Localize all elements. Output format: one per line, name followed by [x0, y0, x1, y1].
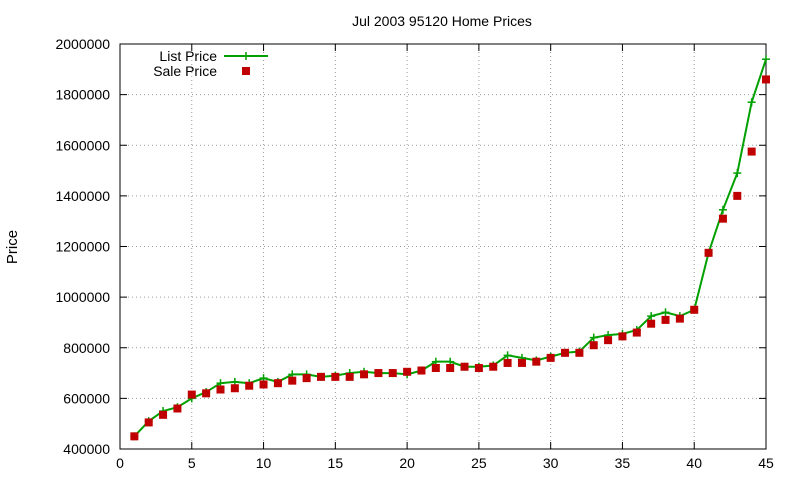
list-price-point — [589, 333, 598, 342]
x-tick-label: 20 — [399, 455, 415, 471]
sale-price-point — [273, 379, 282, 388]
x-tick-label: 45 — [758, 455, 774, 471]
list-price-point — [747, 98, 756, 107]
x-tick-label: 35 — [615, 455, 631, 471]
sale-price-point — [216, 385, 225, 394]
sale-price-point — [704, 248, 713, 257]
sale-price-point — [173, 404, 182, 413]
sale-price-point — [331, 372, 340, 381]
sale-price-point — [690, 305, 699, 314]
y-tick-label: 1400000 — [55, 188, 110, 204]
sale-price-point — [374, 369, 383, 378]
tick-labels: 0 5 10 15 20 25 30 35 40 45 400000 600000 800000 1000… — [55, 36, 774, 471]
sale-price-point — [417, 366, 426, 375]
sale-price-point — [316, 372, 325, 381]
legend-square-marker — [242, 67, 250, 75]
sale-price-point — [618, 332, 627, 341]
x-tick-label: 40 — [686, 455, 702, 471]
sale-price-point — [202, 389, 211, 398]
axes — [119, 43, 767, 450]
sale-price-point — [733, 191, 742, 200]
list-price-point — [503, 351, 512, 360]
x-tick-label: 10 — [256, 455, 272, 471]
sale-price-point — [230, 384, 239, 393]
sale-price-point — [747, 147, 756, 156]
series-layer — [130, 55, 770, 441]
sale-price-point — [187, 390, 196, 399]
y-tick-label: 1800000 — [55, 87, 110, 103]
x-tick-label: 25 — [471, 455, 487, 471]
x-tick-label: 0 — [116, 455, 124, 471]
y-tick-label: 1200000 — [55, 239, 110, 255]
y-tick-label: 800000 — [63, 340, 110, 356]
sale-price-point — [431, 364, 440, 372]
y-tick-label: 1000000 — [55, 289, 110, 305]
sale-price-point — [762, 75, 770, 84]
sale-price-point — [575, 348, 584, 357]
sale-price-point — [503, 358, 512, 367]
list-price-point — [661, 308, 670, 317]
sale-price-point — [718, 214, 727, 223]
series-0 — [130, 55, 770, 441]
series-1 — [130, 75, 770, 441]
sale-price-point — [474, 364, 483, 372]
legend-label: Sale Price — [153, 63, 217, 79]
sale-price-point — [288, 376, 297, 385]
sale-price-point — [661, 315, 670, 324]
sale-price-point — [388, 369, 397, 378]
sale-price-point — [302, 374, 311, 383]
sale-price-point — [345, 372, 354, 381]
sale-price-point — [517, 358, 526, 367]
sale-price-point — [589, 341, 598, 350]
list-price-point — [718, 205, 727, 214]
sale-price-point — [159, 410, 168, 419]
list-price-line — [133, 58, 767, 438]
y-tick-label: 400000 — [63, 441, 110, 457]
y-tick-label: 600000 — [63, 390, 110, 406]
x-tick-label: 15 — [328, 455, 344, 471]
sale-price-point — [245, 381, 254, 390]
list-price-point — [762, 55, 770, 64]
x-tick-label: 5 — [188, 455, 196, 471]
sale-price-point — [532, 357, 541, 366]
legend-label: List Price — [159, 48, 217, 64]
y-axis-label: Price — [4, 230, 21, 264]
x-tick-label: 30 — [543, 455, 559, 471]
sale-price-point — [632, 328, 641, 337]
sale-price-point — [647, 319, 656, 328]
sale-price-point — [144, 418, 153, 427]
chart-title: Jul 2003 95120 Home Prices — [352, 13, 532, 29]
sale-price-point — [546, 353, 555, 362]
y-tick-label: 1600000 — [55, 137, 110, 153]
sale-price-point — [561, 348, 570, 357]
list-price-point — [647, 312, 656, 321]
legend-plus-marker — [242, 52, 250, 60]
y-tick-label: 2000000 — [55, 36, 110, 52]
sale-price-point — [403, 367, 412, 376]
sale-price-point — [489, 362, 498, 371]
sale-price-point — [130, 432, 139, 441]
sale-price-point — [259, 380, 268, 389]
sale-price-point — [675, 314, 684, 323]
sale-price-point — [360, 370, 369, 379]
sale-price-point — [446, 364, 455, 372]
list-price-point — [733, 169, 742, 178]
sale-price-point — [604, 336, 613, 345]
sale-price-point — [460, 362, 469, 371]
